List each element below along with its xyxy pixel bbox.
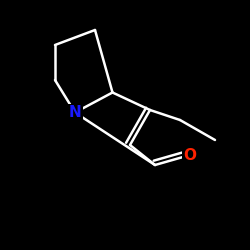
Text: N: N bbox=[68, 105, 82, 120]
Text: O: O bbox=[184, 148, 196, 162]
